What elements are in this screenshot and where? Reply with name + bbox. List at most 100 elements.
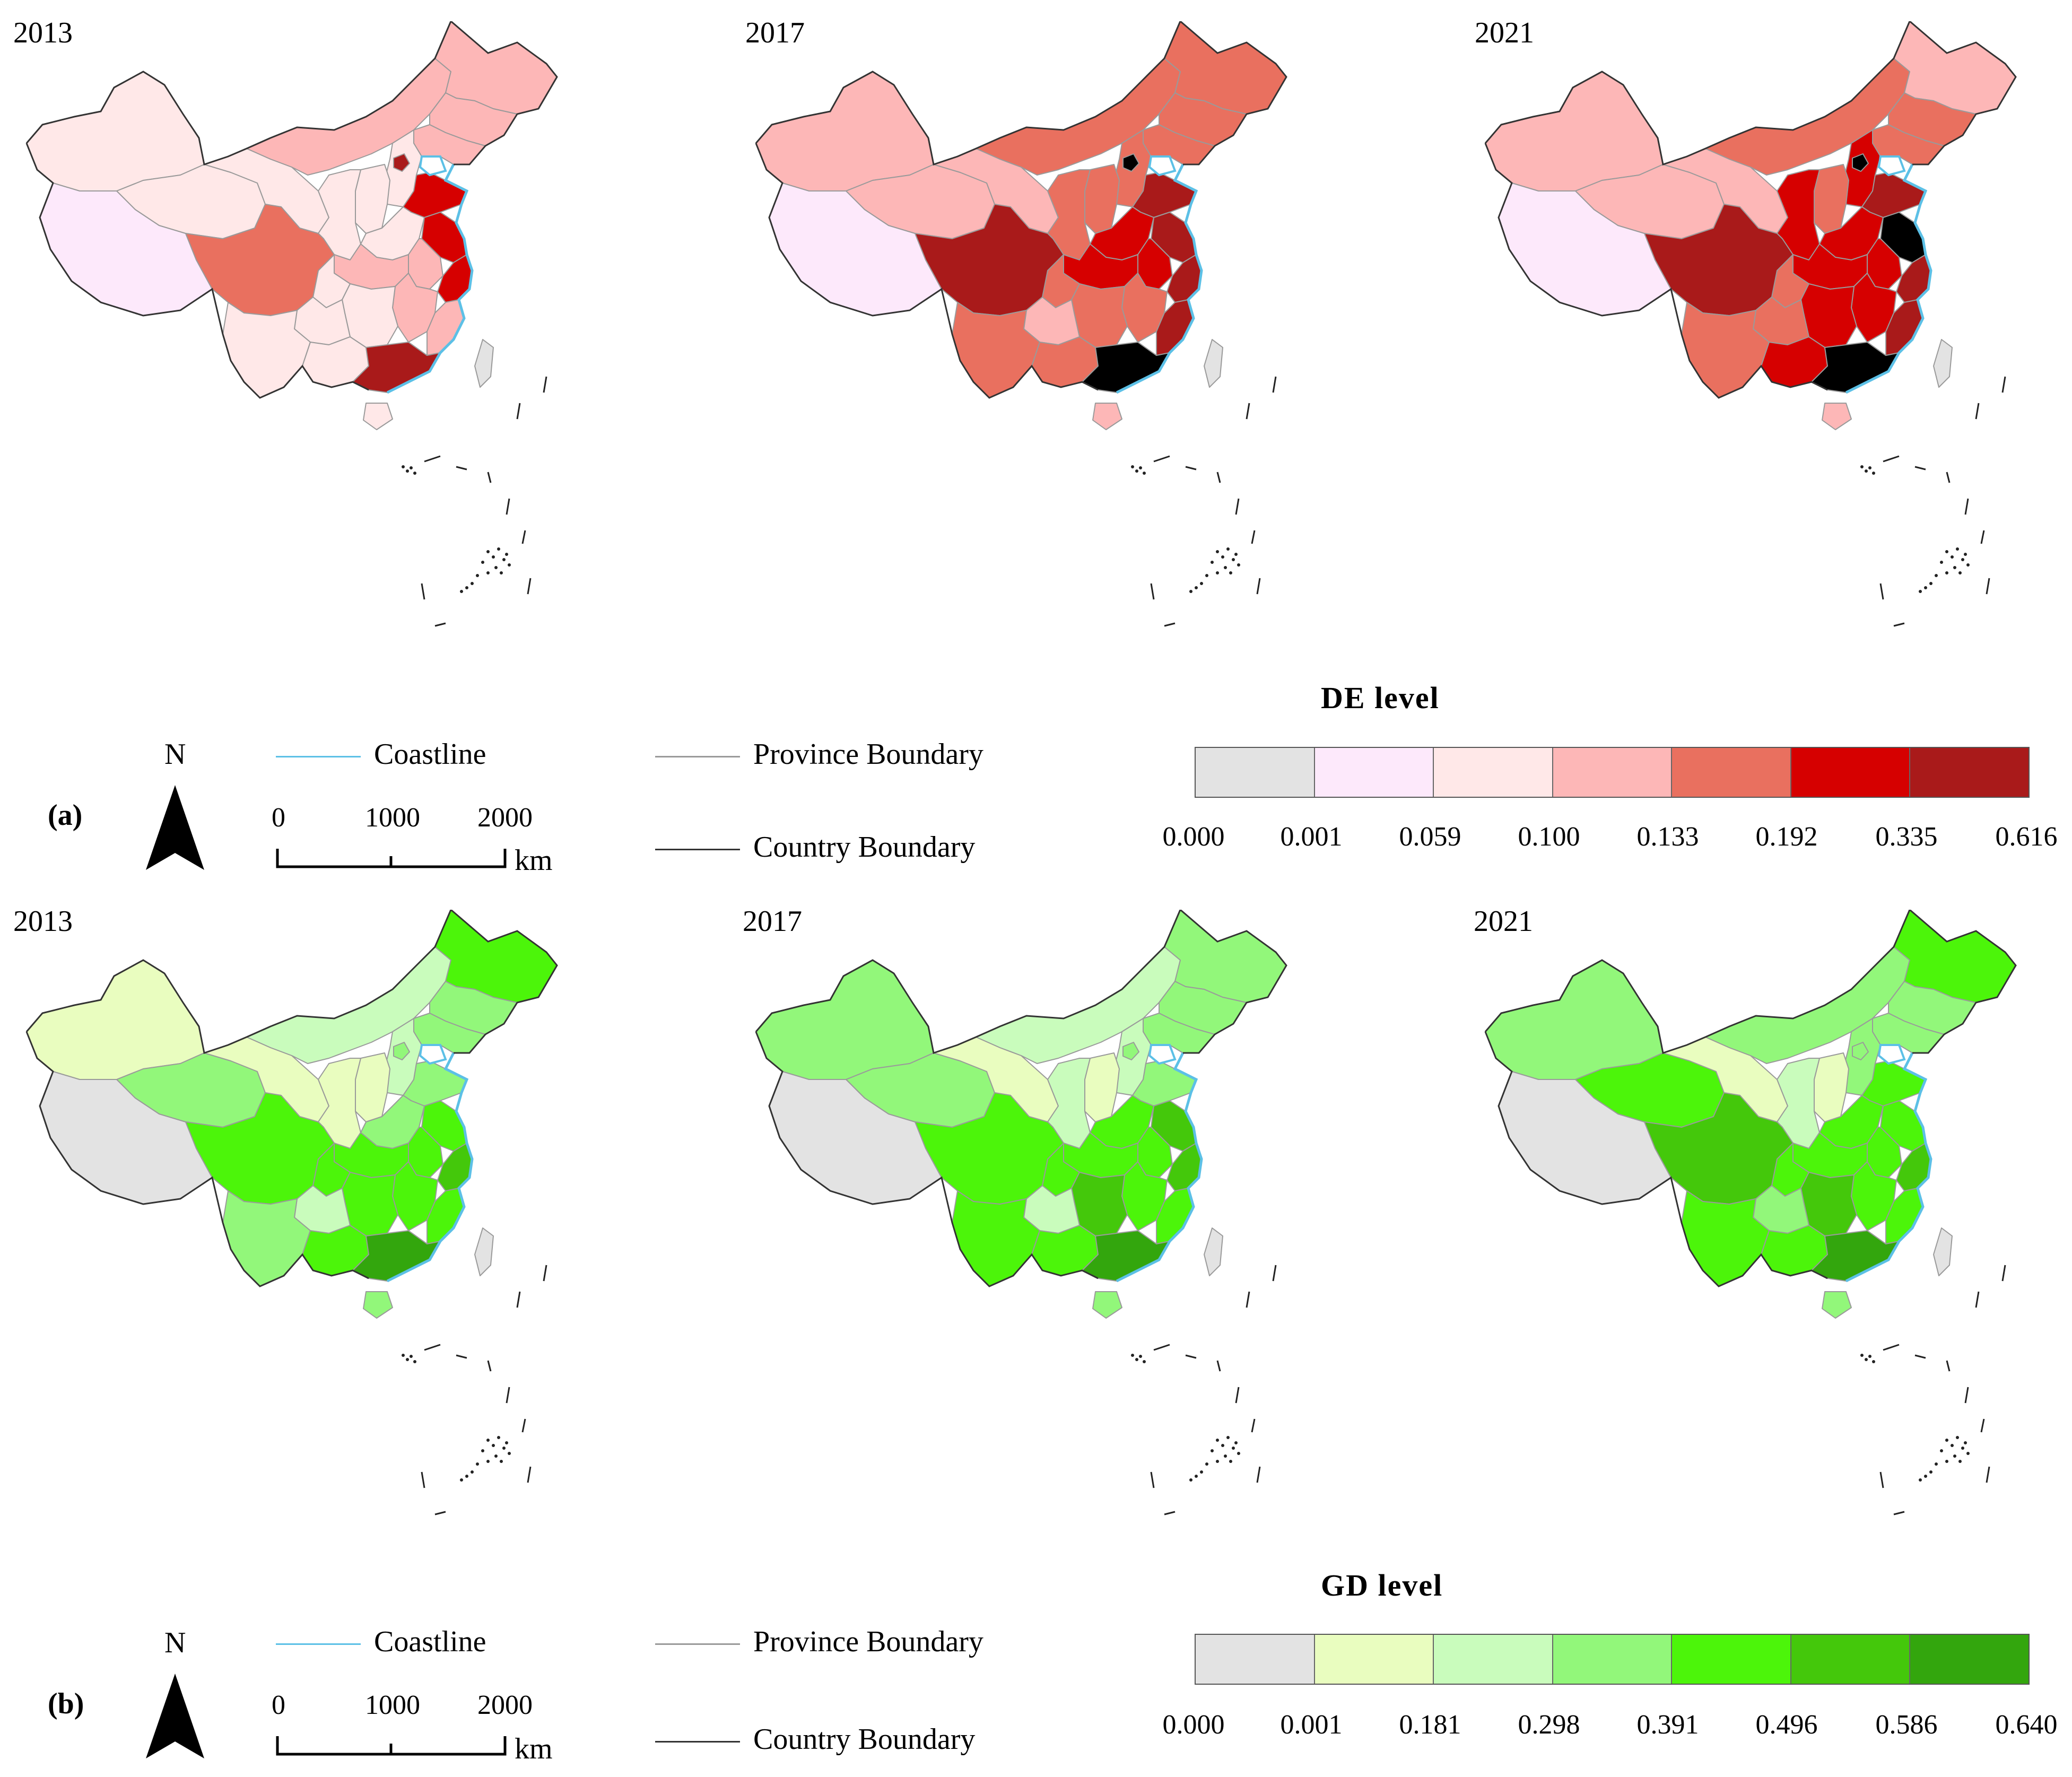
province-zhejiang <box>437 254 473 303</box>
bohai-sea <box>419 1044 447 1065</box>
province-hainan <box>363 1291 393 1319</box>
bohai-sea <box>1877 155 1906 177</box>
map-b-2013 <box>25 910 558 1515</box>
province-shanxi <box>1084 164 1120 234</box>
north-arrow-icon <box>146 785 204 870</box>
country-boundary-label-b: Country Boundary <box>753 1723 976 1756</box>
ramp-a-swatch-6 <box>1910 748 2029 797</box>
province-beijing <box>1122 153 1139 172</box>
province-taiwan <box>1204 339 1223 388</box>
scale-tick-0-b: 0 <box>272 1690 285 1720</box>
coastline <box>1845 163 1932 394</box>
country-boundary <box>1484 910 2017 1054</box>
province-beijing <box>1122 1042 1139 1060</box>
country-boundary-south <box>1484 143 1828 399</box>
province-zhejiang <box>1166 254 1202 303</box>
province-beijing <box>1852 153 1869 172</box>
break-b-3: 0.298 <box>1518 1710 1580 1740</box>
province-shanxi <box>1084 1052 1120 1122</box>
legend-title-a: DE level <box>1321 681 1440 715</box>
break-a-0: 0.000 <box>1162 822 1225 852</box>
province-taiwan <box>1204 1227 1223 1276</box>
break-b-7: 0.640 <box>1995 1710 2058 1740</box>
province-line-sample-a <box>655 756 740 757</box>
ramp-b-swatch-3 <box>1553 1635 1673 1684</box>
scale-bar-b <box>276 1736 507 1756</box>
year-label-b-2013: 2013 <box>13 905 73 938</box>
province-boundary-label-a: Province Boundary <box>753 738 983 771</box>
province-taiwan <box>1933 1227 1953 1276</box>
ramp-b-swatch-2 <box>1434 1635 1553 1684</box>
province-sichuan <box>1644 1092 1794 1205</box>
break-a-7: 0.616 <box>1995 822 2058 852</box>
province-hainan <box>1092 1291 1122 1319</box>
coastline <box>386 1052 474 1283</box>
color-ramp-b <box>1195 1634 2030 1685</box>
year-label-a-2021: 2021 <box>1475 16 1534 49</box>
legend-title-b: GD level <box>1321 1568 1443 1602</box>
scale-tick-0-a: 0 <box>272 803 285 833</box>
country-boundary-south <box>755 143 1099 399</box>
map-b-2017 <box>755 910 1287 1515</box>
scale-unit-a: km <box>515 844 553 877</box>
break-a-6: 0.335 <box>1875 822 1938 852</box>
scale-bar-a <box>276 849 507 868</box>
province-zhejiang <box>1896 254 1931 303</box>
province-sichuan <box>185 204 335 316</box>
province-xinjiang <box>26 960 205 1080</box>
province-shanxi <box>1814 1052 1849 1122</box>
province-hainan <box>363 403 393 430</box>
country-boundary <box>755 910 1287 1054</box>
country-boundary-south <box>25 1031 369 1287</box>
south-china-sea-islands <box>1131 1265 1277 1515</box>
ramp-b-swatch-4 <box>1672 1635 1791 1684</box>
bohai-sea <box>419 155 447 177</box>
province-beijing <box>1852 1042 1869 1060</box>
province-hainan <box>1092 403 1122 430</box>
map-a-2013 <box>25 21 558 627</box>
province-hainan <box>1822 403 1852 430</box>
province-line-sample-b <box>655 1643 740 1645</box>
province-xinjiang <box>1485 71 1664 191</box>
year-label-a-2013: 2013 <box>13 16 73 49</box>
color-ramp-a <box>1195 747 2030 798</box>
panel-label-a: (a) <box>48 799 83 832</box>
bohai-sea <box>1148 1044 1177 1065</box>
province-xinjiang <box>26 71 205 191</box>
province-xinjiang <box>1485 960 1664 1080</box>
coastline <box>1116 163 1203 394</box>
ramp-b-swatch-1 <box>1314 1635 1434 1684</box>
coastline-line-sample-a <box>276 756 361 757</box>
break-b-5: 0.496 <box>1755 1710 1818 1740</box>
country-boundary <box>1484 21 2017 165</box>
north-label-b: N <box>164 1626 186 1659</box>
year-label-b-2021: 2021 <box>1474 905 1533 938</box>
country-boundary <box>755 21 1287 165</box>
coastline <box>1116 1052 1203 1283</box>
break-a-1: 0.001 <box>1280 822 1343 852</box>
scale-tick-1000-a: 1000 <box>365 803 420 833</box>
coastline-label-b: Coastline <box>374 1625 486 1658</box>
break-b-1: 0.001 <box>1280 1710 1343 1740</box>
scale-tick-2000-a: 2000 <box>477 803 533 833</box>
province-shanxi <box>355 1052 390 1122</box>
province-shanxi <box>1814 164 1849 234</box>
ramp-a-swatch-1 <box>1314 748 1434 797</box>
province-boundary-label-b: Province Boundary <box>753 1625 983 1658</box>
south-china-sea-islands <box>1860 376 2006 627</box>
province-beijing <box>393 1042 410 1060</box>
coastline-label-a: Coastline <box>374 738 486 771</box>
country-boundary-label-a: Country Boundary <box>753 831 976 864</box>
ramp-b-swatch-6 <box>1910 1635 2029 1684</box>
province-zhejiang <box>1896 1143 1931 1191</box>
country-line-sample-b <box>655 1741 740 1743</box>
break-b-6: 0.586 <box>1875 1710 1938 1740</box>
province-sichuan <box>185 1092 335 1205</box>
coastline-line-sample-b <box>276 1643 361 1645</box>
break-a-2: 0.059 <box>1399 822 1461 852</box>
province-sichuan <box>1644 204 1794 316</box>
country-boundary-south <box>25 143 369 399</box>
year-label-b-2017: 2017 <box>743 905 802 938</box>
south-china-sea-islands <box>402 1265 547 1515</box>
ramp-a-swatch-2 <box>1434 748 1553 797</box>
